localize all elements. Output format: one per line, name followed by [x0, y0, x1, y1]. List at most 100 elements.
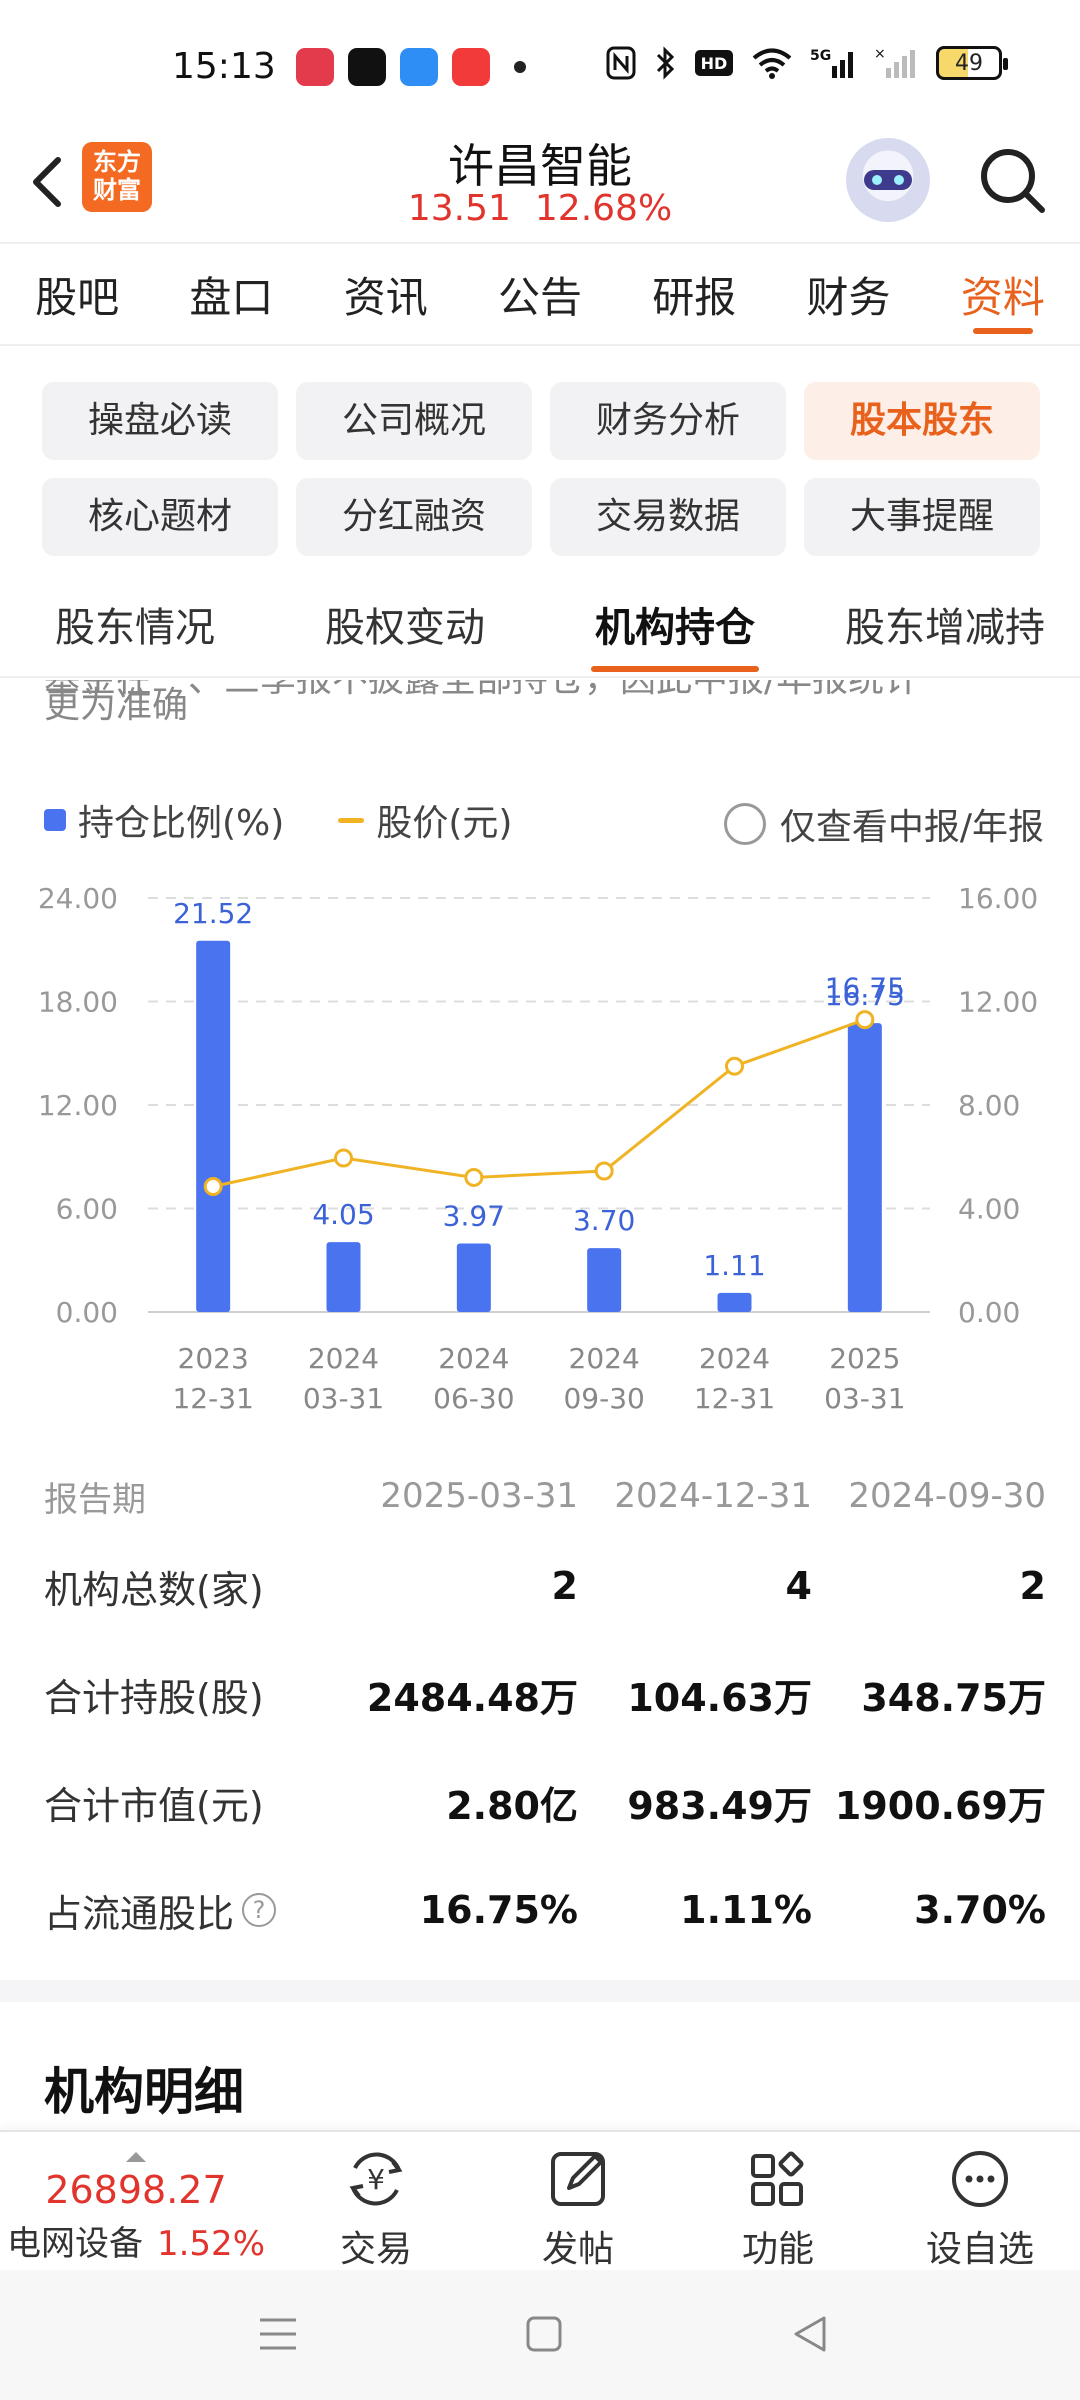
half-year-filter[interactable]: 仅查看中报/年报	[723, 798, 1044, 850]
add-watchlist-button[interactable]: 设自选	[900, 2144, 1060, 2272]
price-point	[725, 1056, 744, 1076]
svg-text:×: ×	[874, 46, 886, 62]
search-icon[interactable]	[976, 144, 1048, 216]
chip-trading-data[interactable]: 交易数据	[550, 478, 786, 556]
row-label: 占流通股比	[44, 1891, 235, 1936]
more-icon	[952, 2151, 1008, 2207]
row-label: 机构总数(家)	[44, 1567, 264, 1612]
x-axis-year-label: 2024	[308, 1342, 379, 1375]
back-triangle-icon[interactable]	[788, 2312, 832, 2356]
row-label: 合计市值(元)	[44, 1783, 264, 1828]
chip-core-themes[interactable]: 核心题材	[42, 478, 278, 556]
holdings-chart: 0.00 0.00 6.00 4.00 12.00 8.00 18.00 12.00 24.00…	[38, 882, 1038, 1415]
tab-pankou[interactable]: 盘口	[189, 273, 274, 322]
bar	[456, 1243, 491, 1312]
col-period-2: 2024-12-31	[614, 1476, 812, 1516]
stock-change: 12.68%	[534, 188, 673, 229]
legend-bar-label: 持仓比例(%)	[78, 803, 285, 844]
tab-guba[interactable]: 股吧	[35, 273, 120, 322]
eastmoney-logo[interactable]: 东方 财富	[82, 142, 152, 212]
subtab-holding-changes[interactable]: 股东增减持	[845, 605, 1045, 651]
chip-dividends[interactable]: 分红融资	[296, 478, 532, 556]
status-time: 15:13	[172, 46, 276, 87]
trade-icon: ¥	[349, 2152, 403, 2206]
price-point	[855, 1010, 875, 1030]
note-line-1: 基金在一、三季报不披露全部持仓，因此中报/年报统计	[44, 680, 1044, 706]
menu-icon[interactable]	[256, 2312, 300, 2356]
row-value: 4	[785, 1564, 812, 1608]
sector-index-ticker[interactable]: 26898.27 电网设备 1.52%	[0, 2152, 272, 2265]
expand-caret-icon	[126, 2152, 146, 2162]
bluetooth-icon	[656, 46, 675, 80]
radio-circle-icon[interactable]	[723, 803, 766, 845]
post-button[interactable]: 发帖	[498, 2144, 658, 2272]
x-axis-year-label: 2024	[699, 1342, 770, 1375]
bar	[326, 1242, 361, 1312]
subtab-shareholders[interactable]: 股东情况	[55, 605, 215, 651]
right-axis-tick: 0.00	[958, 1296, 1020, 1329]
right-axis-tick: 8.00	[958, 1089, 1020, 1122]
grid-functions-icon	[751, 2151, 804, 2206]
price-point	[203, 1177, 223, 1197]
section-title-institution-detail: 机构明细	[44, 2063, 244, 2121]
back-arrow-icon[interactable]	[22, 144, 72, 220]
row-label-with-help: 占流通股比 ?	[44, 1883, 344, 1938]
section-divider	[0, 1980, 1080, 2002]
home-square-icon[interactable]	[522, 2312, 566, 2356]
price-line	[212, 1018, 866, 1188]
disclosure-note: 基金在一、三季报不披露全部持仓，因此中报/年报统计 更为准确	[44, 680, 1044, 760]
line-value-label: 16.75	[825, 972, 905, 1005]
bar-value-label: 3.97	[443, 1200, 505, 1233]
bar-value-label: 4.05	[312, 1198, 374, 1231]
subtab-institutional-holdings[interactable]: 机构持仓	[540, 578, 810, 676]
left-axis-tick: 18.00	[38, 986, 118, 1019]
xiaohongshu-icon	[452, 48, 490, 86]
row-value: 1900.69万	[834, 1783, 1046, 1828]
bar-value-label: 16.75	[825, 979, 905, 1012]
x-axis-date-label: 12-31	[694, 1382, 775, 1415]
row-value: 104.63万	[627, 1675, 812, 1720]
battery-level: 49	[955, 50, 983, 76]
svg-text:¥: ¥	[367, 2163, 385, 2196]
note-line-2: 更为准确	[44, 685, 189, 726]
price-point	[464, 1167, 484, 1187]
system-icons: HD 5G × 49	[606, 46, 1008, 80]
x-axis-year-label: 2024	[569, 1342, 640, 1375]
nfc-icon	[606, 46, 636, 80]
row-value: 2.80亿	[446, 1783, 578, 1828]
ai-assistant-robot-icon[interactable]	[846, 138, 930, 222]
legend-bar-swatch	[44, 809, 66, 831]
filter-label: 仅查看中报/年报	[779, 807, 1044, 848]
x-axis-date-label: 09-30	[563, 1382, 644, 1415]
chip-company-overview[interactable]: 公司概况	[296, 382, 532, 460]
row-value: 2	[1019, 1564, 1046, 1608]
tab-news[interactable]: 资讯	[343, 273, 428, 322]
more-notifications-icon	[514, 61, 526, 73]
index-value: 26898.27	[45, 2168, 227, 2212]
chip-must-read[interactable]: 操盘必读	[42, 382, 278, 460]
main-tabs: 股吧 盘口 资讯 公告 研报 财务 资料	[0, 242, 1080, 346]
wifi-icon	[752, 48, 792, 79]
table-row: 合计市值(元) 2.80亿 983.49万 1900.69万	[44, 1748, 1046, 1856]
bar-value-label: 21.52	[173, 897, 253, 930]
bar	[717, 1292, 752, 1312]
price-point	[594, 1161, 614, 1181]
tab-profile[interactable]: 资料	[926, 244, 1080, 344]
stock-name: 许昌智能	[448, 139, 632, 193]
bar-value-label: 1.11	[703, 1249, 765, 1282]
trade-button[interactable]: ¥ 交易	[296, 2144, 456, 2272]
row-value: 348.75万	[861, 1675, 1046, 1720]
hd-icon: HD	[695, 50, 733, 76]
row-value: 16.75%	[419, 1888, 578, 1932]
table-row: 占流通股比 ? 16.75% 1.11% 3.70%	[44, 1856, 1046, 1964]
chip-shareholders[interactable]: 股本股东	[804, 382, 1040, 460]
chip-events[interactable]: 大事提醒	[804, 478, 1040, 556]
tab-research[interactable]: 研报	[652, 273, 737, 322]
edit-post-icon	[551, 2152, 605, 2206]
help-question-icon[interactable]: ?	[242, 1893, 277, 1927]
chip-financial-analysis[interactable]: 财务分析	[550, 382, 786, 460]
functions-button[interactable]: 功能	[698, 2144, 858, 2272]
tab-announcements[interactable]: 公告	[497, 273, 582, 322]
subtab-equity-changes[interactable]: 股权变动	[325, 605, 485, 651]
tab-finance[interactable]: 财务	[806, 273, 891, 322]
